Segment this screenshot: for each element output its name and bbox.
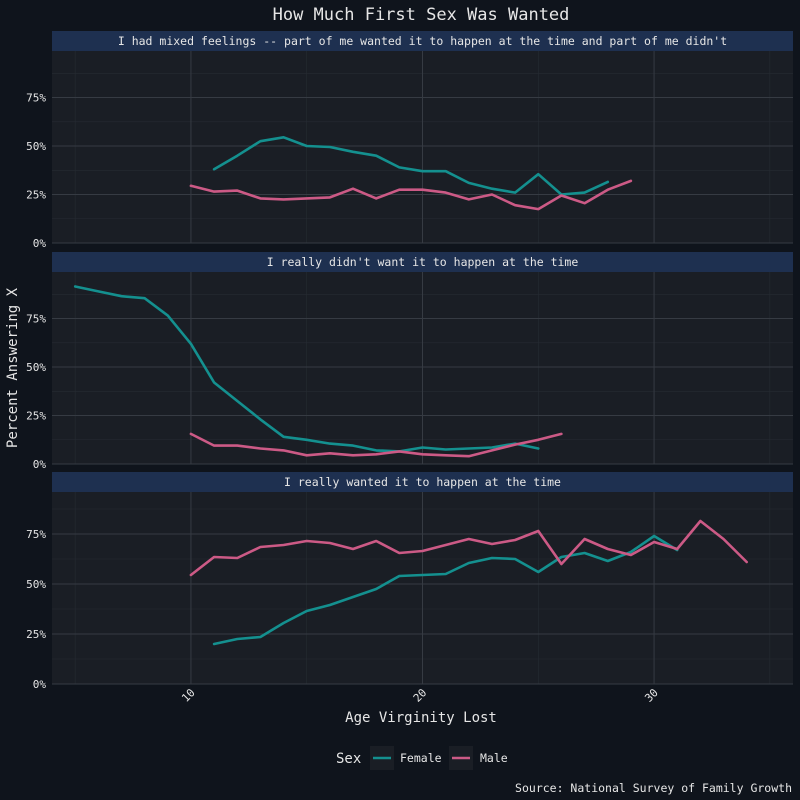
chart-title: How Much First Sex Was Wanted — [273, 5, 570, 25]
series-line-male — [189, 179, 633, 211]
y-tick-label: 75% — [26, 313, 46, 326]
facet-strip — [52, 472, 793, 492]
facet-panel: I really wanted it to happen at the time… — [26, 472, 793, 691]
y-tick-label: 0% — [33, 678, 47, 691]
y-tick-label: 0% — [33, 237, 47, 250]
legend: Sex Female Male — [336, 746, 508, 770]
y-tick-label: 25% — [26, 189, 46, 202]
facet-strip — [52, 252, 793, 272]
series-line-female — [212, 136, 610, 196]
series-line-female — [212, 534, 679, 646]
y-tick-label: 50% — [26, 578, 46, 591]
legend-title: Sex — [336, 751, 361, 767]
facet-strip — [52, 31, 793, 51]
facet-strip-label: I had mixed feelings -- part of me wante… — [118, 34, 727, 48]
y-tick-label: 50% — [26, 140, 46, 153]
panels: I had mixed feelings -- part of me wante… — [26, 31, 793, 691]
series-line-male — [189, 519, 749, 577]
facet-strip-label: I really didn't want it to happen at the… — [267, 255, 579, 269]
caption: Source: National Survey of Family Growth — [515, 781, 792, 795]
legend-label: Female — [400, 751, 442, 765]
y-tick-label: 75% — [26, 528, 46, 541]
y-tick-label: 50% — [26, 361, 46, 374]
series-line-female — [73, 285, 540, 453]
y-axis-label: Percent Answering X — [5, 287, 21, 448]
y-tick-label: 25% — [26, 410, 46, 423]
y-tick-label: 0% — [33, 458, 47, 471]
facet-strip-label: I really wanted it to happen at the time — [284, 475, 561, 489]
x-axis-label: Age Virginity Lost — [345, 710, 497, 726]
facet-panel: I had mixed feelings -- part of me wante… — [26, 31, 793, 250]
series-line-male — [189, 432, 563, 458]
y-tick-label: 25% — [26, 628, 46, 641]
y-tick-label: 75% — [26, 92, 46, 105]
facet-panel: I really didn't want it to happen at the… — [26, 252, 793, 471]
legend-label: Male — [480, 751, 508, 765]
